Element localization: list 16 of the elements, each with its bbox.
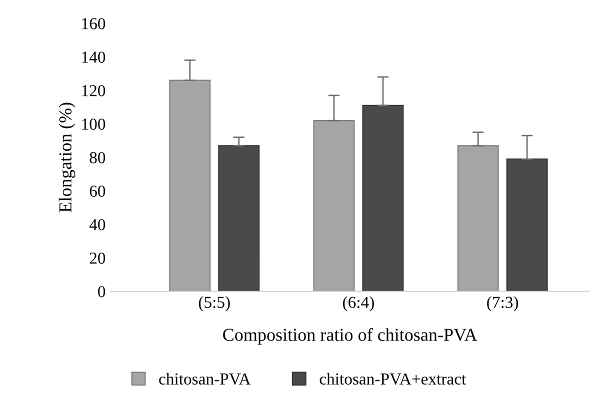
y-tick-label: 140: [82, 52, 106, 63]
x-tick-label: (5:5): [198, 296, 230, 312]
y-tick-label: 0: [98, 286, 106, 298]
x-tick-label: (7:3): [487, 296, 518, 312]
y-tick-label: 40: [89, 219, 106, 230]
legend-label: chitosan-PVA: [159, 372, 251, 385]
y-tick-label: 120: [82, 85, 106, 96]
y-tick-label: 160: [82, 18, 106, 30]
y-axis-title: Elongation (%): [58, 102, 76, 212]
legend-label: chitosan-PVA+extract: [320, 372, 466, 385]
y-tick-label: 60: [90, 186, 106, 197]
x-axis-title: Composition ratio of chitosan-PVA: [223, 328, 478, 345]
x-tick-label: (6:4): [343, 296, 374, 312]
y-tick-label: 20: [90, 252, 106, 264]
y-tick-label: 100: [82, 118, 106, 130]
y-tick-label: 80: [90, 152, 106, 164]
